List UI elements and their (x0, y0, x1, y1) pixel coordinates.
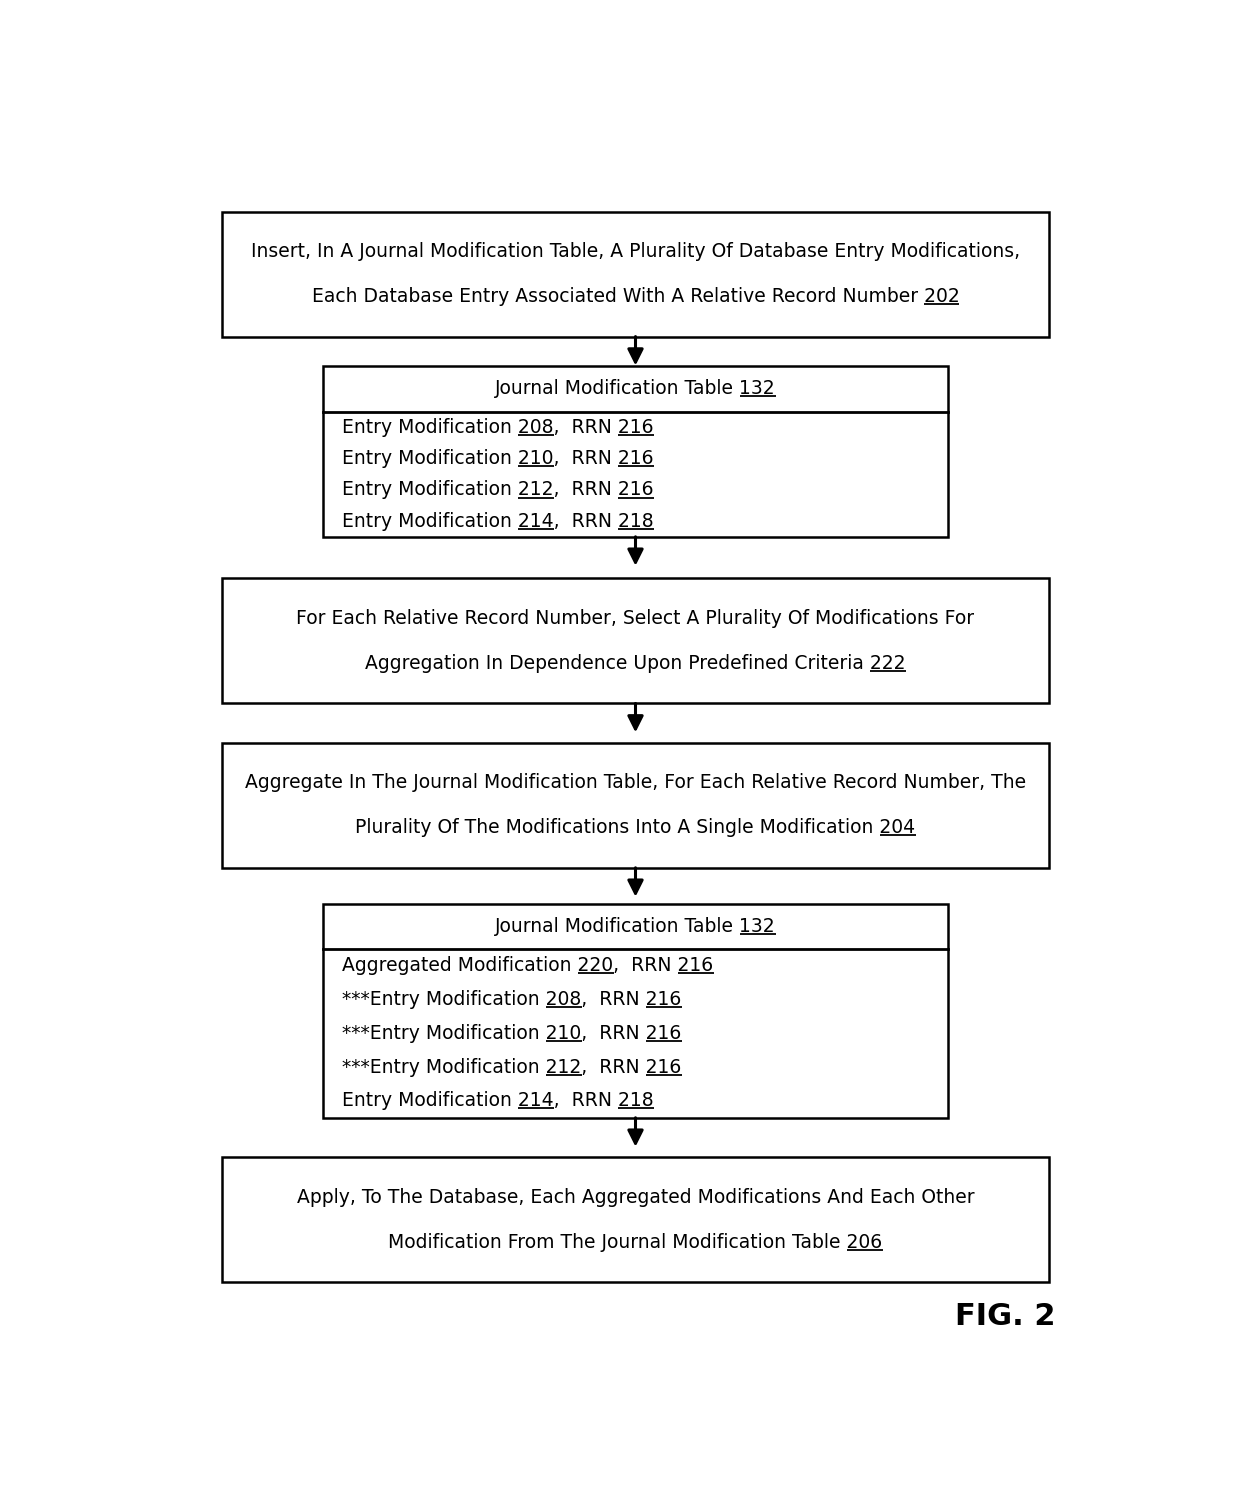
Bar (222, 212, 1049, 337)
Text: ***Entry Modification 210,  RRN 216: ***Entry Modification 210, RRN 216 (342, 1024, 682, 1043)
Text: For Each Relative Record Number, Select A Plurality Of Modifications For: For Each Relative Record Number, Select … (296, 609, 975, 628)
Text: Aggregate In The Journal Modification Table, For Each Relative Record Number, Th: Aggregate In The Journal Modification Ta… (246, 774, 1025, 792)
Bar (222, 1157, 1049, 1282)
Text: ***Entry Modification 208,  RRN 216: ***Entry Modification 208, RRN 216 (342, 990, 682, 1009)
Text: FIG. 2: FIG. 2 (955, 1302, 1055, 1332)
Text: Entry Modification 210,  RRN 216: Entry Modification 210, RRN 216 (342, 449, 653, 467)
Text: Journal Modification Table 132: Journal Modification Table 132 (495, 379, 776, 398)
Text: Entry Modification 214,  RRN 218: Entry Modification 214, RRN 218 (342, 1091, 653, 1111)
Text: Journal Modification Table 132: Journal Modification Table 132 (495, 917, 776, 936)
Text: ***Entry Modification 212,  RRN 216: ***Entry Modification 212, RRN 216 (342, 1058, 682, 1076)
Text: Aggregation In Dependence Upon Predefined Criteria 222: Aggregation In Dependence Upon Predefine… (366, 654, 905, 673)
Text: Insert, In A Journal Modification Table, A Plurality Of Database Entry Modificat: Insert, In A Journal Modification Table,… (250, 242, 1021, 262)
Text: Each Database Entry Associated With A Relative Record Number 202: Each Database Entry Associated With A Re… (311, 287, 960, 307)
Bar (324, 365, 947, 537)
Bar (222, 579, 1049, 703)
Text: Entry Modification 208,  RRN 216: Entry Modification 208, RRN 216 (342, 418, 653, 437)
Text: Modification From The Journal Modification Table 206: Modification From The Journal Modificati… (388, 1232, 883, 1252)
Text: Entry Modification 214,  RRN 218: Entry Modification 214, RRN 218 (342, 511, 653, 531)
Text: Aggregated Modification 220,  RRN 216: Aggregated Modification 220, RRN 216 (342, 956, 713, 975)
Text: Apply, To The Database, Each Aggregated Modifications And Each Other: Apply, To The Database, Each Aggregated … (296, 1187, 975, 1207)
Bar (222, 742, 1049, 867)
Bar (324, 903, 947, 1118)
Text: Entry Modification 212,  RRN 216: Entry Modification 212, RRN 216 (342, 481, 653, 499)
Text: Plurality Of The Modifications Into A Single Modification 204: Plurality Of The Modifications Into A Si… (356, 818, 915, 837)
